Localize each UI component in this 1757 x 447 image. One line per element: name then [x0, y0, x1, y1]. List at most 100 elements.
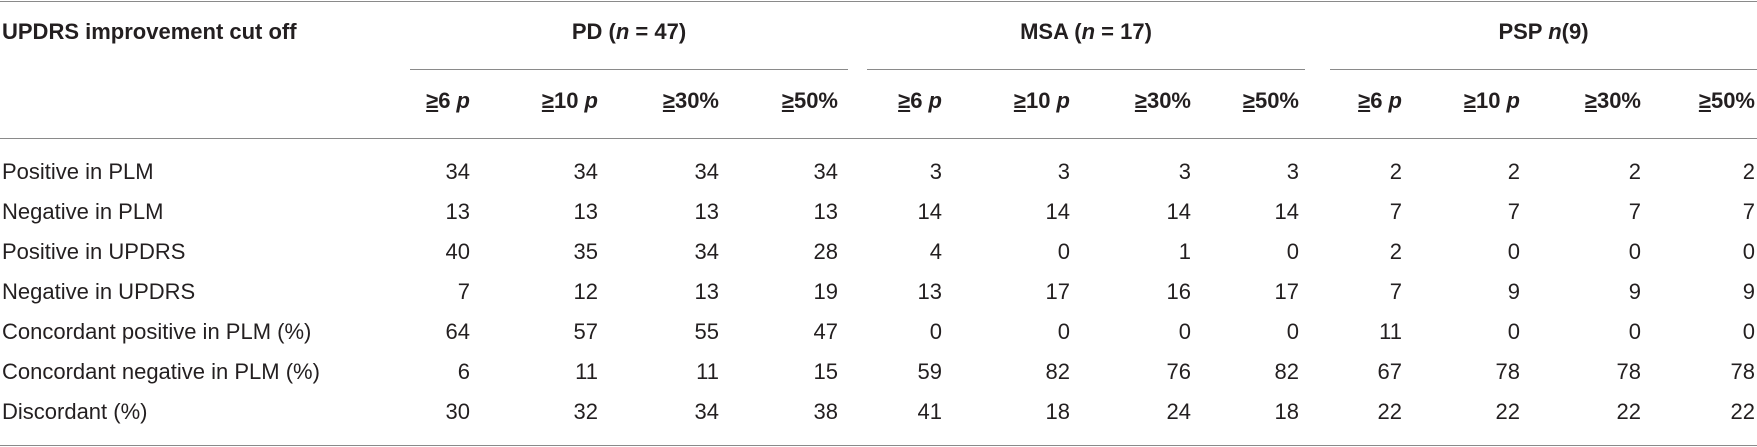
table-cell: 82 [1274, 359, 1299, 384]
table-cell: 2 [1742, 159, 1755, 184]
cutoff-unit: p [584, 88, 598, 113]
group-n-open: ( [1074, 19, 1082, 44]
table-cell: 64 [445, 319, 470, 344]
cutoff-value: 30% [1596, 88, 1641, 113]
group-n-value: = 47) [629, 19, 687, 44]
table-cell: 34 [694, 399, 719, 424]
geq-symbol: ≥ [541, 88, 554, 113]
table-cell: 0 [1742, 239, 1755, 264]
table-cell: 22 [1495, 399, 1520, 424]
table-cell: 18 [1045, 399, 1070, 424]
geq-symbol: ≥ [1463, 88, 1476, 113]
row-label: Concordant negative in PLM (%) [2, 359, 320, 384]
geq-symbol: ≥ [1242, 88, 1255, 113]
table-cell: 13 [694, 199, 719, 224]
cutoff-unit: p [928, 88, 942, 113]
cutoff-unit: p [1056, 88, 1070, 113]
table-cell: 38 [813, 399, 838, 424]
table-cell: 6 [457, 359, 470, 384]
column-header: ≥10 p [1410, 88, 1520, 114]
table-cell: 14 [917, 199, 942, 224]
table-cell: 0 [1057, 239, 1070, 264]
cutoff-value: 30% [674, 88, 719, 113]
column-header: ≥10 p [488, 88, 598, 114]
group-rule-msa [867, 69, 1305, 70]
table-cell: 13 [445, 199, 470, 224]
geq-symbol: ≥ [1134, 88, 1147, 113]
table-cell: 67 [1377, 359, 1402, 384]
table-cell: 13 [813, 199, 838, 224]
table-cell: 7 [1507, 199, 1520, 224]
table-cell: 7 [457, 279, 470, 304]
row-label: Negative in UPDRS [2, 279, 196, 304]
column-header: ≥30% [1081, 88, 1191, 114]
group-n-var: n [1548, 19, 1562, 44]
group-header-pd: PD (n = 47) [410, 19, 848, 45]
group-n-value: (9) [1561, 19, 1589, 44]
geq-symbol: ≥ [662, 88, 675, 113]
group-n-open: ( [608, 19, 616, 44]
table-cell: 22 [1616, 399, 1641, 424]
geq-symbol: ≥ [1698, 88, 1711, 113]
table-cell: 34 [813, 159, 838, 184]
table-cell: 59 [917, 359, 942, 384]
geq-symbol: ≥ [781, 88, 794, 113]
table-cell: 78 [1616, 359, 1641, 384]
table-cell: 0 [1178, 319, 1191, 344]
table-cell: 0 [1057, 319, 1070, 344]
table-cell: 34 [445, 159, 470, 184]
column-header: ≥50% [728, 88, 838, 114]
table-cell: 7 [1628, 199, 1641, 224]
table-cell: 0 [1286, 239, 1299, 264]
table-cell: 18 [1274, 399, 1299, 424]
table-cell: 11 [1379, 319, 1402, 344]
table-cell: 13 [694, 279, 719, 304]
table-cell: 7 [1389, 199, 1402, 224]
column-header: ≥30% [609, 88, 719, 114]
table-cell: 7 [1742, 199, 1755, 224]
table-cell: 34 [694, 239, 719, 264]
table-cell: 22 [1730, 399, 1755, 424]
table-cell: 78 [1730, 359, 1755, 384]
column-header: ≥6 p [360, 88, 470, 114]
table-cell: 13 [573, 199, 598, 224]
table-cell: 2 [1507, 159, 1520, 184]
group-rule-psp [1330, 69, 1757, 70]
table-cell: 9 [1742, 279, 1755, 304]
stub-header: UPDRS improvement cut off [2, 19, 297, 44]
table-cell: 7 [1389, 279, 1402, 304]
geq-symbol: ≥ [1584, 88, 1597, 113]
group-rule-pd [410, 69, 848, 70]
top-rule [0, 1, 1757, 2]
group-name: PD [571, 19, 603, 44]
table-cell: 57 [573, 319, 598, 344]
geq-symbol: ≥ [898, 88, 911, 113]
group-name: PSP [1498, 19, 1543, 44]
cutoff-value: 6 [1370, 88, 1389, 113]
table-cell: 35 [573, 239, 598, 264]
table-cell: 22 [1377, 399, 1402, 424]
table-cell: 9 [1628, 279, 1641, 304]
table-cell: 15 [813, 359, 838, 384]
table-cell: 0 [1286, 319, 1299, 344]
table-cell: 2 [1389, 159, 1402, 184]
table-cell: 9 [1507, 279, 1520, 304]
table-cell: 16 [1166, 279, 1191, 304]
group-header-psp: PSP n(9) [1330, 19, 1757, 45]
table-cell: 0 [1507, 239, 1520, 264]
cutoff-value: 10 [1025, 88, 1057, 113]
row-label: Concordant positive in PLM (%) [2, 319, 312, 344]
cutoff-value: 6 [438, 88, 457, 113]
table-cell: 17 [1274, 279, 1299, 304]
table-cell: 3 [1057, 159, 1070, 184]
table-cell: 2 [1628, 159, 1641, 184]
header-rule [0, 138, 1757, 139]
table-cell: 34 [573, 159, 598, 184]
table-cell: 0 [1742, 319, 1755, 344]
group-header-msa: MSA (n = 17) [867, 19, 1305, 45]
table-cell: 0 [929, 319, 942, 344]
table-cell: 34 [694, 159, 719, 184]
table-cell: 1 [1178, 239, 1191, 264]
table-cell: 17 [1045, 279, 1070, 304]
